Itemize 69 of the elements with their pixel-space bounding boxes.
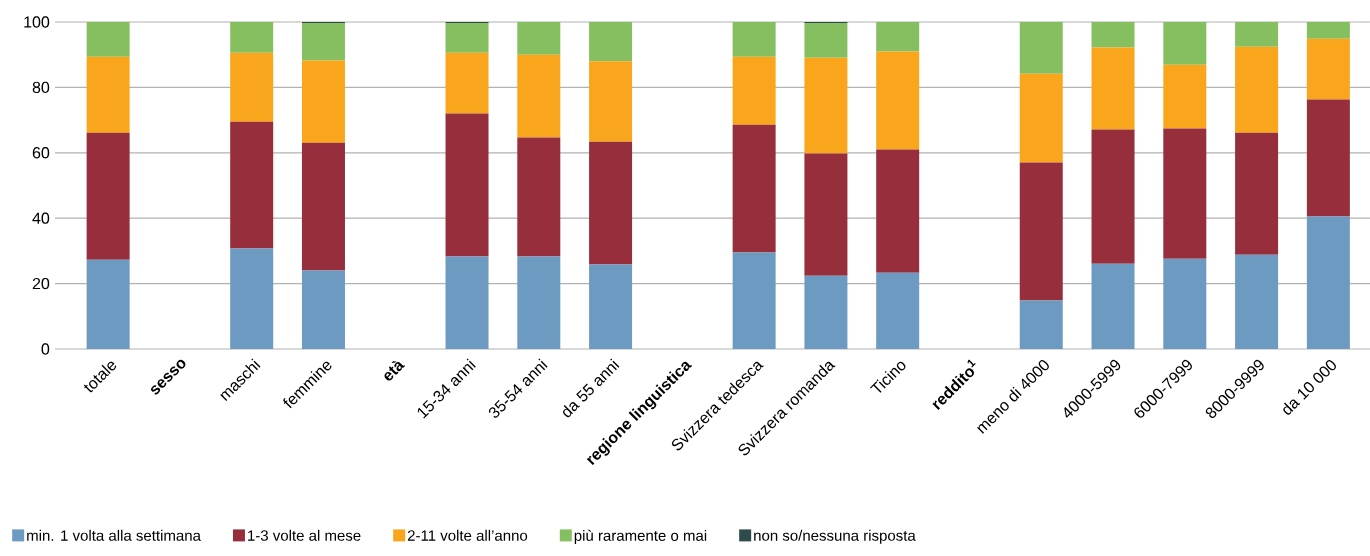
bar <box>876 272 920 349</box>
bar <box>1019 73 1063 163</box>
bar <box>230 121 274 249</box>
bar <box>301 60 345 143</box>
bar <box>517 256 561 349</box>
y-tick-label: 100 <box>24 16 50 28</box>
bar <box>1306 99 1350 217</box>
bar <box>230 21 274 53</box>
y-tick-label: 0 <box>41 343 50 355</box>
x-tick-label: da 10 000 <box>1283 360 1336 415</box>
y-tick-label: 60 <box>32 147 50 159</box>
bar <box>589 141 633 265</box>
bar <box>732 56 776 125</box>
bar <box>804 153 848 276</box>
bar <box>804 22 848 58</box>
bar <box>86 132 130 260</box>
bar <box>1235 21 1279 47</box>
bar <box>1163 258 1207 349</box>
bar <box>1019 21 1063 74</box>
bar <box>1235 254 1279 349</box>
bar <box>1306 38 1350 100</box>
bar <box>876 21 920 52</box>
y-tick-label: 80 <box>32 81 50 94</box>
bar <box>230 52 274 122</box>
bar <box>445 52 489 114</box>
legend-label: non so/nessuna risposta <box>754 529 916 544</box>
bar <box>86 259 130 349</box>
bar <box>1019 300 1063 349</box>
bar <box>517 21 561 55</box>
bar <box>732 124 776 253</box>
bar <box>1163 64 1207 129</box>
y-tick-label: 20 <box>32 277 50 290</box>
legend-label: più raramente o mai <box>574 529 707 544</box>
legend-label: min. 1 volta alla settimana <box>27 529 201 541</box>
bar <box>301 142 345 271</box>
bar <box>589 61 633 142</box>
bar <box>517 137 561 257</box>
bar <box>1091 129 1135 264</box>
bar <box>732 252 776 349</box>
bar <box>86 21 130 57</box>
bar <box>517 54 561 138</box>
bar <box>1091 21 1135 48</box>
y-tick-label: 40 <box>32 212 50 224</box>
bar <box>1235 132 1279 255</box>
bar <box>301 22 345 61</box>
bar <box>445 113 489 257</box>
bar <box>589 21 633 62</box>
bar <box>1306 216 1350 349</box>
bar <box>1091 263 1135 349</box>
bar <box>804 275 848 349</box>
bar <box>589 264 633 349</box>
bar <box>230 248 274 349</box>
bar <box>876 149 920 273</box>
bar <box>1163 128 1207 259</box>
bar <box>1019 162 1063 301</box>
bar <box>1306 21 1350 39</box>
bar <box>301 270 345 349</box>
bar <box>1235 46 1279 133</box>
bar <box>445 22 489 53</box>
bar <box>445 256 489 349</box>
legend-label: 1-3 volte al mese <box>248 529 361 541</box>
x-tick-label: età <box>384 361 405 381</box>
bar <box>804 57 848 154</box>
bar <box>86 56 130 133</box>
bar <box>732 21 776 57</box>
bar <box>876 51 920 150</box>
bar <box>1091 47 1135 130</box>
bar <box>1163 21 1207 65</box>
legend-label: 2-11 volte all’anno <box>407 529 528 541</box>
